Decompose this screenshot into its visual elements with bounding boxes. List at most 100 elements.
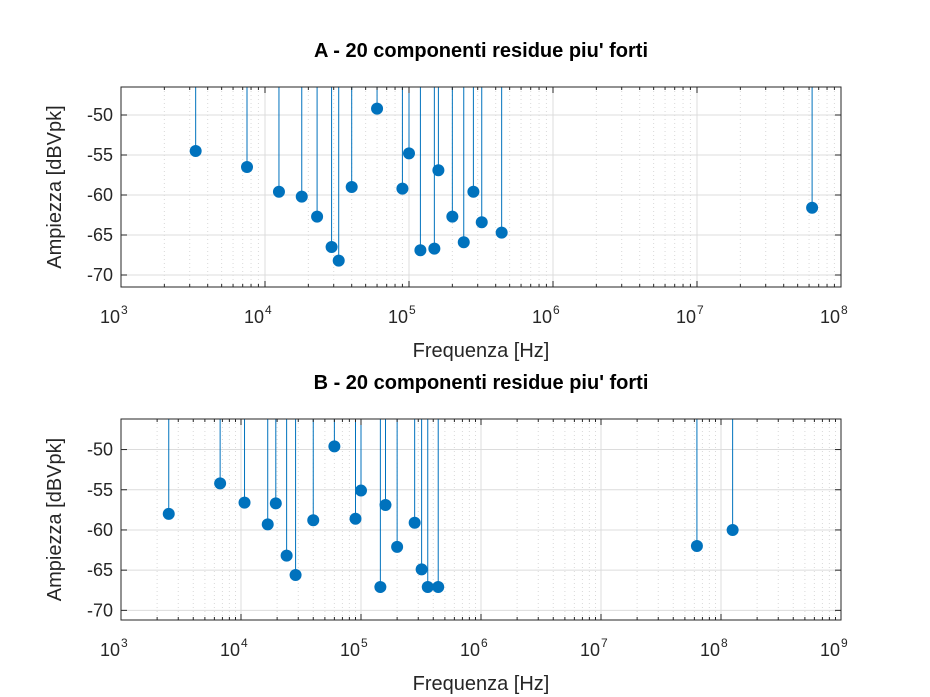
x-tick-label: 10 8 [820,303,848,327]
x-tick-exponent: 6 [481,636,488,650]
data-point [307,514,320,527]
x-tick-exponent: 8 [721,636,728,650]
x-tick-label: 10 7 [676,303,704,327]
data-point [379,499,392,512]
data-point [238,496,251,509]
data-point [332,254,345,267]
x-ticks: 10 3 10 4 10 5 10 6 10 7 10 8 10 9 [100,419,848,660]
x-axis-label: Frequenza [Hz] [413,340,550,362]
data-point [325,241,338,253]
data-point [269,497,282,510]
data-point [428,242,441,255]
x-tick-exponent: 4 [241,636,248,650]
x-axis-label: Frequenza [Hz] [413,673,550,695]
data-point [495,226,508,239]
data-point [295,190,308,203]
y-tick-label: -60 [87,185,113,205]
data-point [241,161,254,173]
chart-title: B - 20 componenti residue piu' forti [314,372,649,394]
data-point [432,164,445,177]
x-tick-exponent: 3 [121,303,128,317]
data-point [690,540,703,553]
x-tick-exponent: 9 [841,636,848,650]
x-tick-base: 10 [340,640,360,660]
data-point [355,484,367,497]
y-ticks: -50 -55 -60 -65 -70 [87,440,841,620]
data-point [289,568,302,581]
data-point [280,549,293,562]
x-tick-label: 10 8 [700,636,728,660]
data-point [467,185,480,198]
x-tick-label: 10 3 [100,636,128,660]
data-point [726,523,739,536]
data-point [415,563,428,576]
x-tick-label: 10 4 [220,636,248,660]
axes-box [120,86,842,288]
x-tick-label: 10 9 [820,636,848,660]
data-point [421,581,434,594]
y-axis-label: Ampiezza [dBVpk] [44,438,66,601]
data-point [261,518,274,531]
y-tick-label: -65 [87,560,113,580]
x-tick-label: 10 7 [580,636,608,660]
series [162,419,739,594]
data-point [371,102,384,115]
data-point [311,210,324,223]
data-point [432,581,445,594]
data-point [272,185,285,198]
y-tick-label: -70 [87,600,113,620]
data-point [189,145,202,157]
x-tick-base: 10 [820,640,840,660]
x-tick-base: 10 [100,640,120,660]
x-tick-base: 10 [388,307,408,327]
y-tick-label: -50 [87,105,113,125]
x-tick-exponent: 5 [409,303,416,317]
x-tick-exponent: 7 [601,636,608,650]
x-tick-base: 10 [700,640,720,660]
x-tick-label: 10 4 [244,303,272,327]
chart-panel-a: 10 3 10 4 10 5 10 6 10 7 10 8-50-55-60-65-70A - 20 … [44,40,848,362]
data-point [396,182,409,195]
data-point [806,201,819,214]
data-point [328,440,341,453]
data-point [408,516,421,529]
x-tick-label: 10 3 [100,303,128,327]
data-point [446,210,459,223]
y-ticks: -50 -55 -60 -65 -70 [87,105,841,285]
y-tick-label: -55 [87,145,113,165]
x-tick-exponent: 6 [553,303,560,317]
x-tick-base: 10 [532,307,552,327]
y-tick-label: -70 [87,265,113,285]
x-ticks: 10 3 10 4 10 5 10 6 10 7 10 8 [100,87,848,327]
data-point [391,540,404,553]
chart-title: A - 20 componenti residue piu' forti [314,40,648,62]
data-point [345,181,358,193]
y-tick-label: -55 [87,480,113,500]
x-tick-label: 10 6 [460,636,488,660]
y-axis-label: Ampiezza [dBVpk] [44,105,66,268]
plot-area [121,87,841,287]
x-tick-label: 10 5 [340,636,368,660]
x-tick-base: 10 [100,307,120,327]
y-tick-label: -65 [87,225,113,245]
data-point [475,216,488,229]
x-tick-base: 10 [820,307,840,327]
data-point [214,477,227,490]
x-tick-label: 10 5 [388,303,416,327]
x-tick-base: 10 [220,640,240,660]
x-tick-base: 10 [676,307,696,327]
data-point [374,581,387,594]
y-tick-label: -60 [87,520,113,540]
data-point [349,512,362,525]
minor-grid [156,419,837,620]
data-point [403,147,415,160]
x-tick-exponent: 8 [841,303,848,317]
data-point [457,236,470,249]
data-point [414,244,427,257]
x-tick-exponent: 7 [697,303,704,317]
y-tick-label: -50 [87,440,113,460]
x-tick-base: 10 [580,640,600,660]
series [189,87,819,267]
x-tick-exponent: 5 [361,636,368,650]
